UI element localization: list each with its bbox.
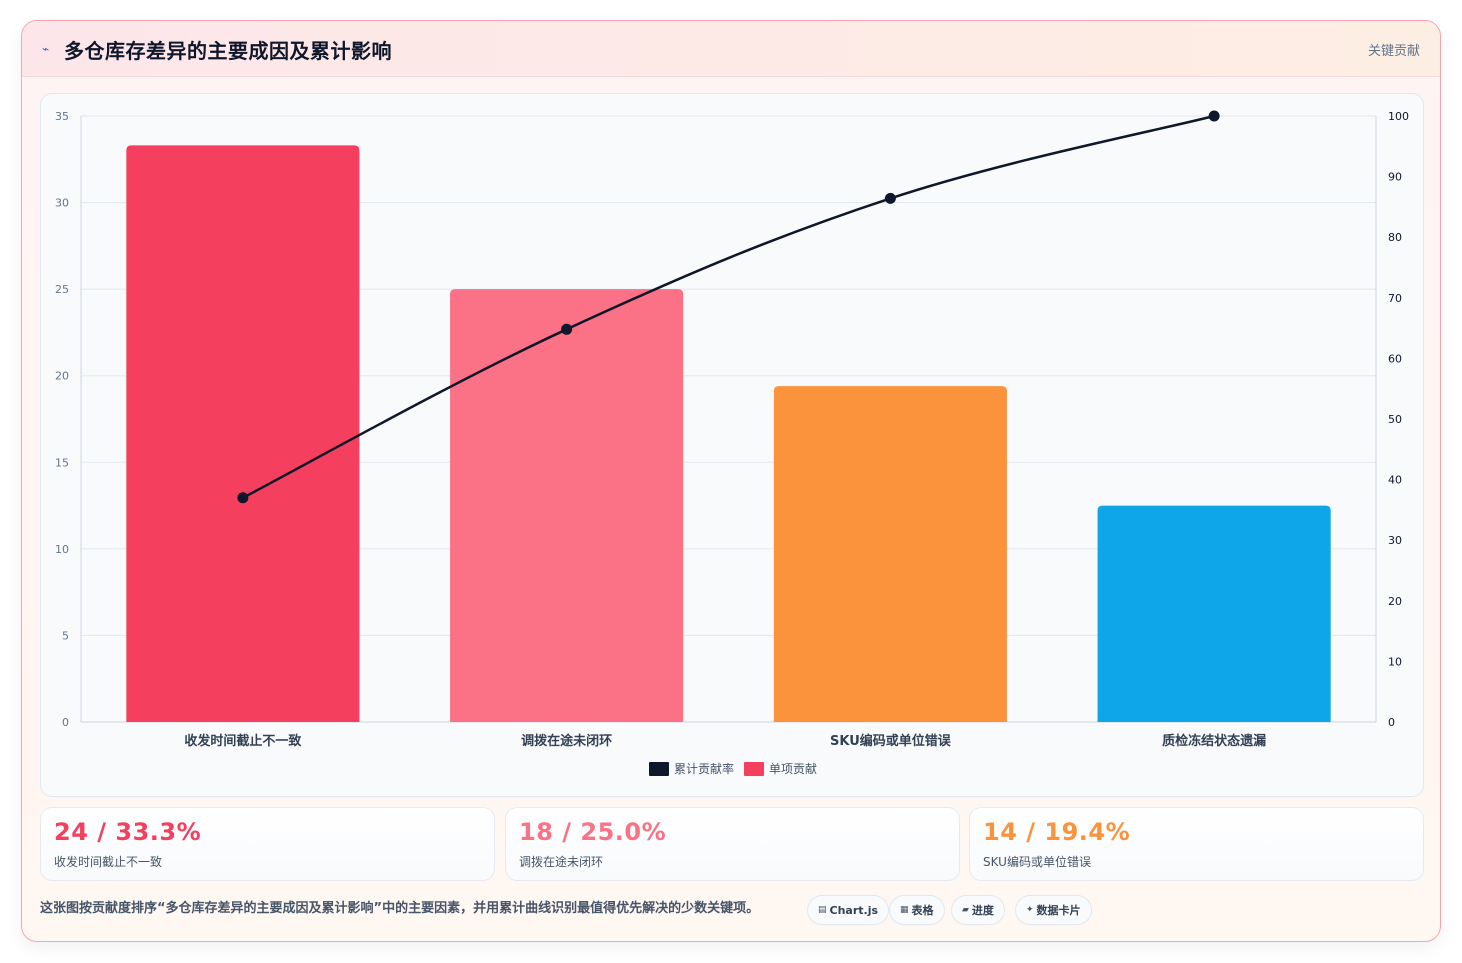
y2-tick-label: 30: [1388, 534, 1402, 547]
pill-label: 表格: [911, 904, 934, 917]
chart-icon: ▤: [818, 905, 827, 915]
x-tick-label: 收发时间截止不一致: [184, 733, 302, 749]
stat-card: 14 / 19.4% SKU编码或单位错误: [969, 807, 1424, 881]
y2-tick-label: 50: [1388, 413, 1402, 426]
chart-panel: 0 5 10 15 20 25 30 35 0 10 20 30 40 50 60 70 80 90 100 收发时间…: [40, 93, 1424, 797]
header-tag: 关键贡献: [1367, 44, 1420, 59]
y2-tick-label: 90: [1388, 171, 1402, 184]
pill-label: Chart.js: [829, 903, 879, 917]
y2-tick-label: 80: [1388, 231, 1402, 244]
y-tick-label: 5: [62, 629, 69, 642]
y-tick-label: 30: [55, 197, 69, 210]
stat-value: 14 / 19.4%: [983, 818, 1131, 846]
bar: [126, 145, 360, 723]
stat-card: 18 / 25.0% 调拨在途未闭环: [505, 807, 960, 881]
y-tick-label: 25: [55, 283, 69, 296]
legend-swatch: [649, 762, 669, 776]
legend-swatch: [744, 762, 764, 776]
sparkle-icon: ✦: [1026, 905, 1034, 915]
pulse-icon: ⌁: [42, 42, 50, 56]
table-icon: ▦: [900, 905, 909, 915]
pill-label: 数据卡片: [1036, 904, 1081, 917]
page-title: 多仓库存差异的主要成因及累计影响: [64, 39, 392, 63]
pill-data-card[interactable]: ✦ 数据卡片: [1015, 895, 1092, 925]
bar: [773, 386, 1007, 722]
stat-value: 18 / 25.0%: [519, 818, 667, 846]
y2-tick-label: 60: [1388, 352, 1402, 365]
pill-progress[interactable]: ▰ 进度: [951, 895, 1005, 925]
y2-tick-label: 0: [1388, 716, 1395, 729]
pill-table[interactable]: ▦ 表格: [889, 895, 945, 925]
cumulative-point: [561, 323, 573, 335]
y2-tick-label: 10: [1388, 655, 1402, 668]
y-tick-label: 35: [55, 110, 69, 123]
chart-card: ⌁ 多仓库存差异的主要成因及累计影响 关键贡献 0 5 10 15 20 25 30 35 0 1…: [21, 20, 1441, 942]
pill-label: 进度: [971, 904, 994, 917]
y2-tick-label: 40: [1388, 474, 1402, 487]
bar: [1097, 505, 1331, 722]
y-tick-label: 0: [62, 716, 69, 729]
y2-tick-label: 100: [1388, 110, 1409, 123]
footer-note: 这张图按贡献度排序“多仓库存差异的主要成因及累计影响”中的主要因素，并用累计曲线…: [40, 901, 760, 916]
cumulative-point: [884, 192, 896, 204]
y-tick-label: 10: [55, 543, 69, 556]
stat-card: 24 / 33.3% 收发时间截止不一致: [40, 807, 495, 881]
card-header: ⌁ 多仓库存差异的主要成因及累计影响 关键贡献: [22, 21, 1440, 77]
pareto-chart: 0 5 10 15 20 25 30 35 0 10 20 30 40 50 60 70 80 90 100 收发时间…: [55, 110, 1409, 776]
legend-label: 累计贡献率: [674, 761, 734, 776]
x-tick-label: 调拨在途未闭环: [521, 733, 612, 749]
y2-tick-label: 20: [1388, 595, 1402, 608]
y2-tick-label: 70: [1388, 292, 1402, 305]
stat-label: 收发时间截止不一致: [54, 855, 163, 869]
x-tick-label: 质检冻结状态遗漏: [1162, 733, 1266, 749]
legend-label: 单项贡献: [769, 761, 817, 776]
cumulative-point: [237, 492, 249, 504]
stat-label: 调拨在途未闭环: [519, 855, 604, 869]
cumulative-line: [242, 114, 1215, 499]
stat-label: SKU编码或单位错误: [983, 855, 1091, 869]
y-tick-label: 15: [55, 456, 69, 469]
pill-chartjs[interactable]: ▤ Chart.js: [807, 895, 890, 925]
x-tick-label: SKU编码或单位错误: [830, 733, 952, 749]
progress-icon: ▰: [962, 905, 969, 915]
y-tick-label: 20: [55, 370, 69, 383]
cumulative-point: [1208, 110, 1220, 122]
bar: [450, 289, 684, 722]
stat-value: 24 / 33.3%: [54, 818, 202, 846]
